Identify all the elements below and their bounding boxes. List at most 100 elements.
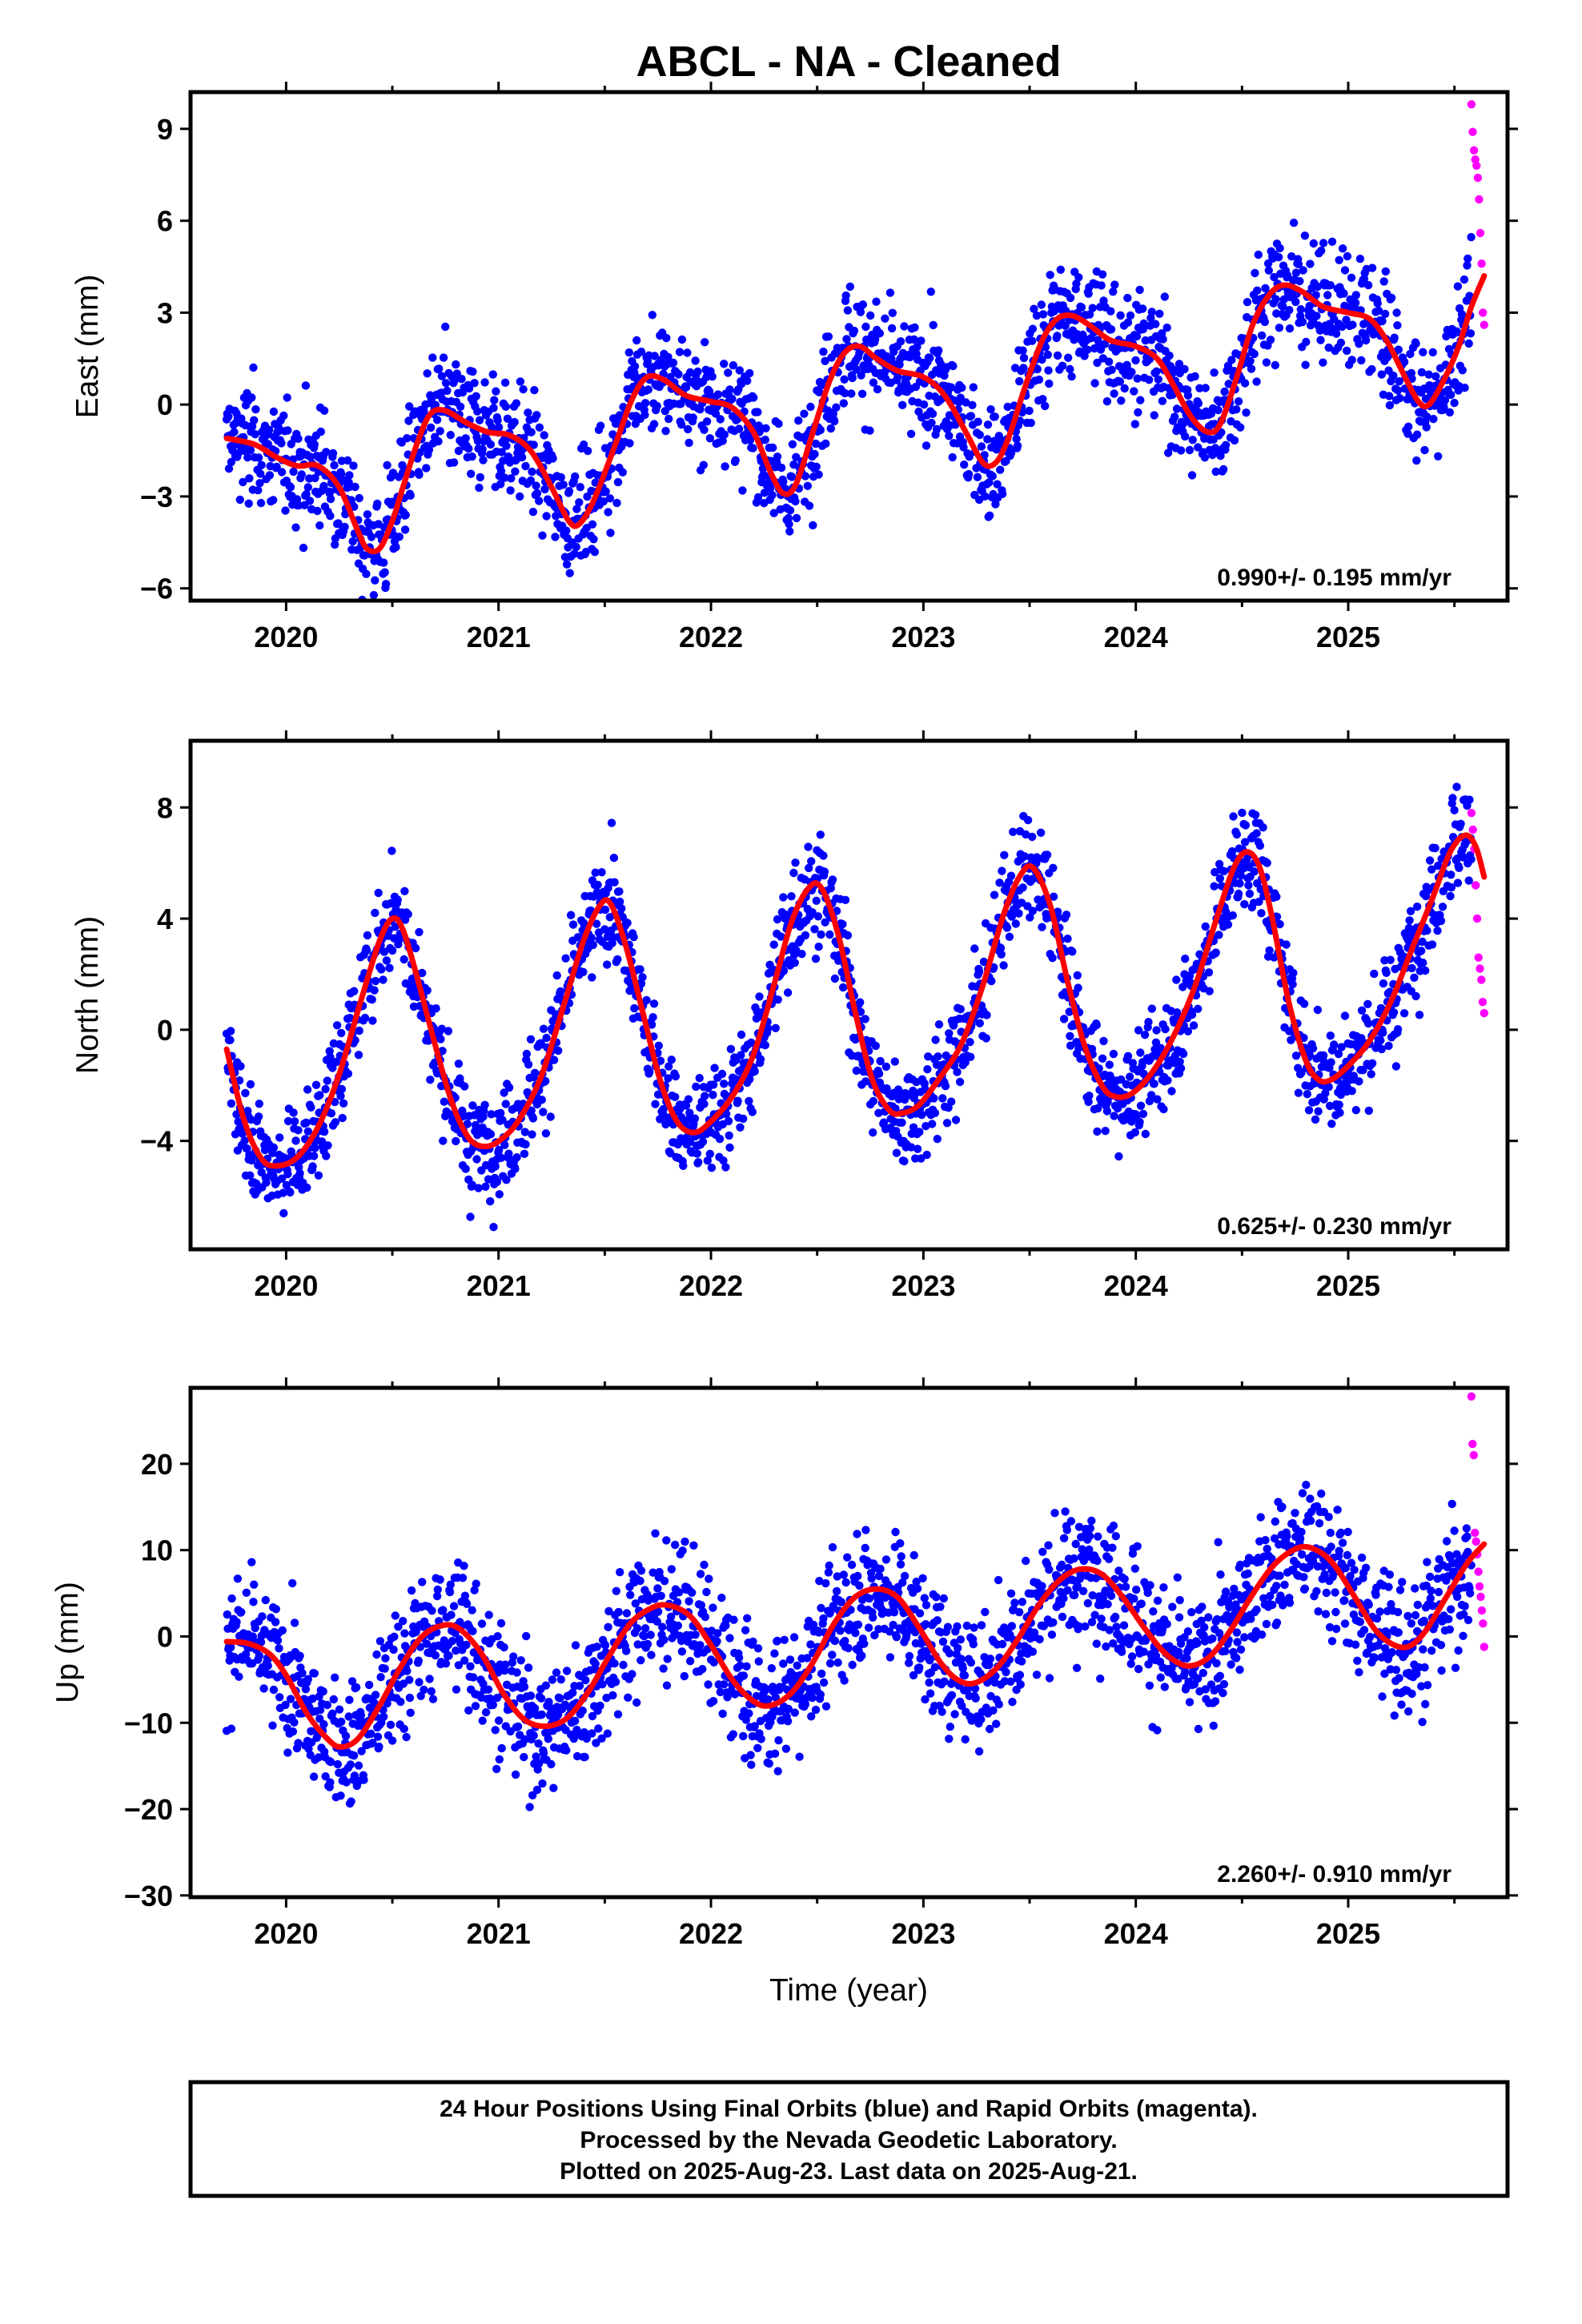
final-orbit-point: [556, 987, 565, 996]
final-orbit-point: [624, 1693, 632, 1702]
final-orbit-point: [1235, 879, 1244, 888]
final-orbit-point: [304, 1744, 313, 1753]
final-orbit-point: [294, 1739, 303, 1747]
final-orbit-point: [556, 1675, 565, 1684]
final-orbit-point: [278, 1626, 287, 1635]
final-orbit-point: [789, 868, 798, 878]
final-orbit-point: [819, 851, 828, 860]
final-orbit-point: [824, 332, 833, 341]
final-orbit-point: [1255, 897, 1263, 907]
final-orbit-point: [1165, 351, 1174, 360]
final-orbit-point: [661, 427, 670, 436]
y-tick-label: 6: [157, 205, 173, 238]
final-orbit-point: [468, 1180, 476, 1189]
final-orbit-point: [1357, 356, 1366, 365]
final-orbit-point: [680, 1671, 689, 1681]
final-orbit-point: [343, 1069, 353, 1078]
final-orbit-point: [498, 1116, 507, 1124]
final-orbit-point: [520, 1128, 529, 1136]
final-orbit-point: [479, 456, 488, 464]
final-orbit-point: [486, 1196, 495, 1206]
final-orbit-point: [1385, 392, 1394, 400]
final-orbit-point: [640, 410, 649, 420]
final-orbit-point: [711, 409, 721, 418]
final-orbit-point: [629, 932, 638, 942]
final-orbit-point: [663, 1655, 672, 1663]
final-orbit-point: [616, 897, 624, 907]
final-orbit-point: [342, 1778, 351, 1787]
final-orbit-point: [1367, 1059, 1377, 1068]
final-orbit-point: [1427, 940, 1437, 949]
final-orbit-point: [1014, 909, 1023, 918]
final-orbit-point: [355, 1026, 363, 1035]
final-orbit-point: [598, 1680, 607, 1689]
final-orbit-point: [1440, 396, 1450, 404]
final-orbit-point: [360, 1013, 370, 1023]
final-orbit-point: [1074, 983, 1082, 992]
final-orbit-point: [617, 904, 626, 913]
final-orbit-point: [468, 1673, 478, 1682]
final-orbit-point: [610, 1659, 619, 1668]
final-orbit-point: [660, 1577, 669, 1586]
final-orbit-point: [400, 525, 410, 534]
final-orbit-point: [314, 1753, 323, 1762]
final-orbit-point: [405, 1675, 414, 1684]
plot-frame: [188, 90, 1510, 603]
final-orbit-point: [1464, 876, 1473, 885]
final-orbit-point: [797, 950, 806, 959]
final-orbit-point: [486, 1694, 495, 1703]
final-orbit-point: [387, 846, 396, 855]
final-orbit-point: [966, 1052, 975, 1062]
final-orbit-point: [647, 1651, 656, 1659]
final-orbit-point: [539, 1749, 548, 1758]
rapid-orbit-point: [1467, 100, 1476, 109]
rapid-orbit-point: [1476, 228, 1485, 238]
final-orbit-point: [591, 1659, 600, 1668]
final-orbit-point: [328, 1709, 337, 1718]
final-orbit-point: [1250, 867, 1259, 876]
final-orbit-point: [1131, 356, 1140, 365]
final-orbit-point: [816, 425, 825, 435]
final-orbit-point: [801, 472, 810, 480]
final-orbit-point: [1232, 830, 1242, 839]
final-orbit-point: [729, 1730, 737, 1739]
final-orbit-point: [1377, 370, 1387, 379]
final-orbit-point: [1102, 397, 1112, 406]
final-orbit-point: [279, 1188, 287, 1197]
final-orbit-point: [532, 411, 541, 420]
final-orbit-point: [1338, 244, 1347, 253]
final-orbit-point: [234, 449, 243, 458]
final-orbit-point: [323, 1076, 331, 1085]
rapid-orbit-point: [1480, 1008, 1489, 1018]
final-orbit-point: [235, 495, 244, 505]
final-orbit-point: [815, 388, 824, 396]
final-orbit-point: [439, 1136, 448, 1145]
final-orbit-point: [999, 961, 1008, 970]
final-orbit-point: [385, 963, 394, 973]
final-orbit-point: [571, 1641, 580, 1650]
final-orbit-point: [526, 476, 536, 485]
final-orbit-point: [548, 454, 557, 463]
final-orbit-point: [612, 1586, 620, 1596]
final-orbit-point: [1211, 467, 1220, 476]
final-orbit-point: [981, 492, 990, 501]
final-orbit-point: [249, 1598, 258, 1606]
final-orbit-point: [1465, 795, 1474, 804]
final-orbit-point: [664, 1074, 673, 1083]
final-orbit-point: [327, 1109, 336, 1118]
final-orbit-point: [597, 1734, 606, 1743]
final-orbit-point: [675, 1588, 684, 1597]
final-orbit-point: [326, 1758, 335, 1767]
final-orbit-point: [1056, 265, 1066, 274]
final-orbit-point: [1045, 379, 1054, 388]
final-orbit-point: [969, 383, 978, 392]
final-orbit-point: [986, 405, 995, 414]
final-orbit-point: [512, 1668, 521, 1677]
final-orbit-point: [599, 497, 608, 506]
final-orbit-point: [717, 1069, 727, 1079]
final-orbit-point: [739, 1671, 749, 1680]
final-orbit-point: [368, 1739, 377, 1747]
final-orbit-point: [1283, 271, 1292, 280]
final-orbit-point: [371, 976, 380, 986]
final-orbit-point: [391, 923, 400, 931]
